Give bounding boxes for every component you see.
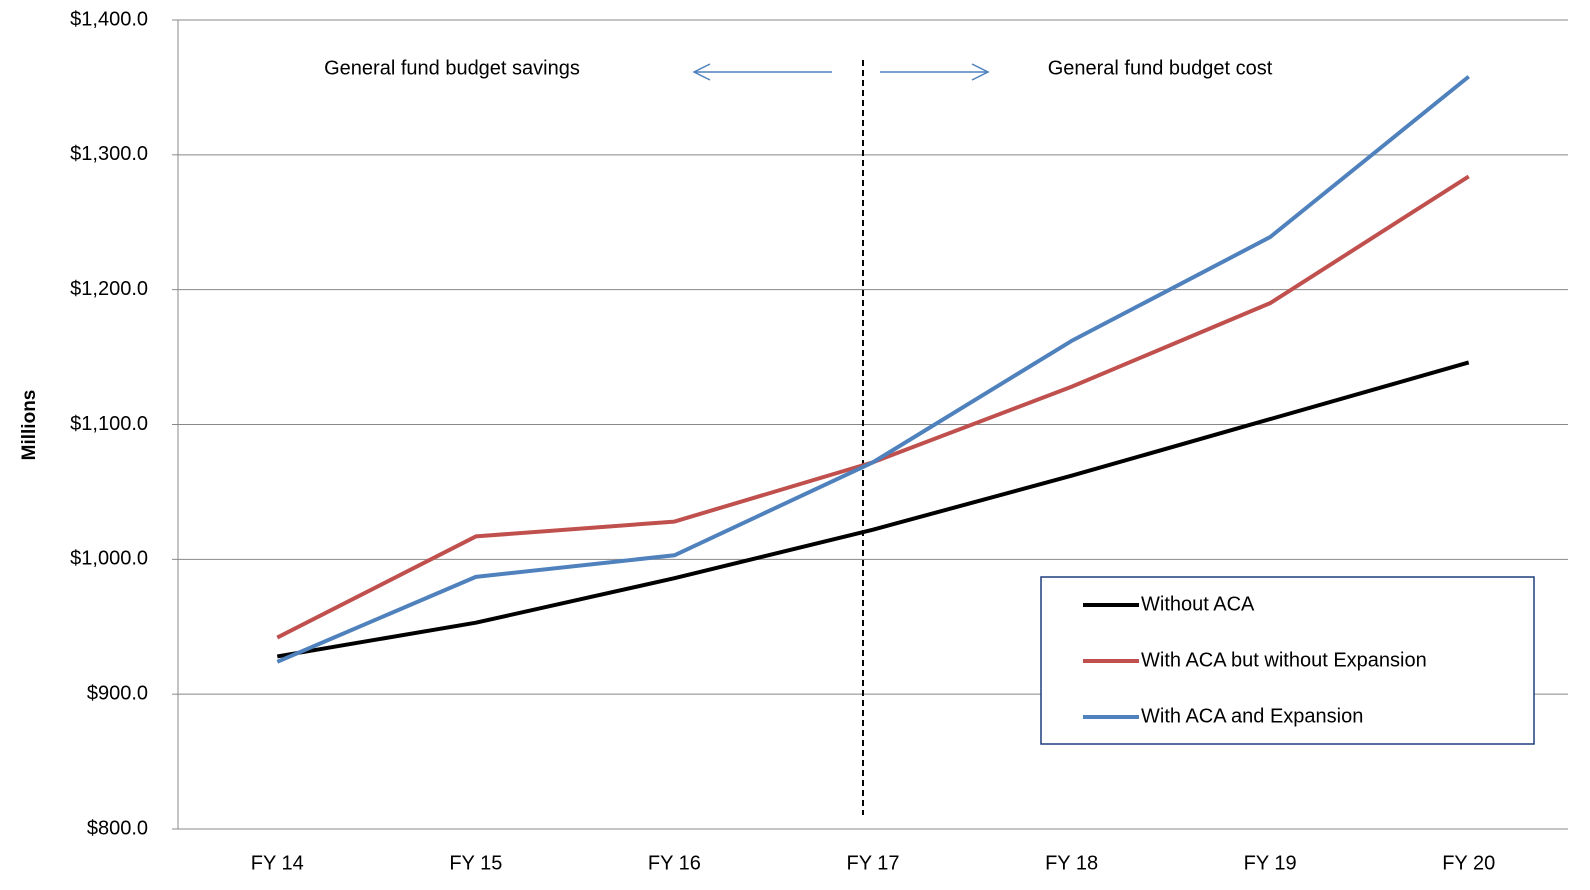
y-tick-label: $1,000.0	[70, 548, 148, 570]
y-tick-label: $1,300.0	[70, 143, 148, 165]
annotation: General fund budget savings	[324, 57, 580, 79]
y-axis-label: Millions	[19, 390, 40, 461]
grid	[178, 19, 1568, 830]
y-tick-label: $800.0	[87, 817, 148, 839]
x-tick-label: FY 18	[1045, 852, 1098, 874]
x-tick-label: FY 15	[449, 852, 502, 874]
x-tick-label: FY 16	[648, 852, 701, 874]
y-tick-label: $1,400.0	[70, 8, 148, 30]
y-tick-label: $1,100.0	[70, 413, 148, 435]
x-tick-label: FY 14	[251, 852, 304, 874]
series-line	[276, 174, 1470, 640]
series-line	[276, 360, 1470, 659]
y-tick-label: $900.0	[87, 682, 148, 704]
y-tick-label: $1,200.0	[70, 278, 148, 300]
annotation: General fund budget cost	[1048, 57, 1273, 79]
arrows	[692, 63, 990, 81]
x-tick-label: FY 20	[1442, 852, 1495, 874]
legend-label: With ACA and Expansion	[1141, 705, 1363, 727]
series-line	[276, 75, 1470, 664]
legend-label: Without ACA	[1141, 593, 1255, 615]
x-tick-label: FY 19	[1244, 852, 1297, 874]
legend-label: With ACA but without Expansion	[1141, 649, 1427, 671]
x-tick-label: FY 17	[847, 852, 900, 874]
